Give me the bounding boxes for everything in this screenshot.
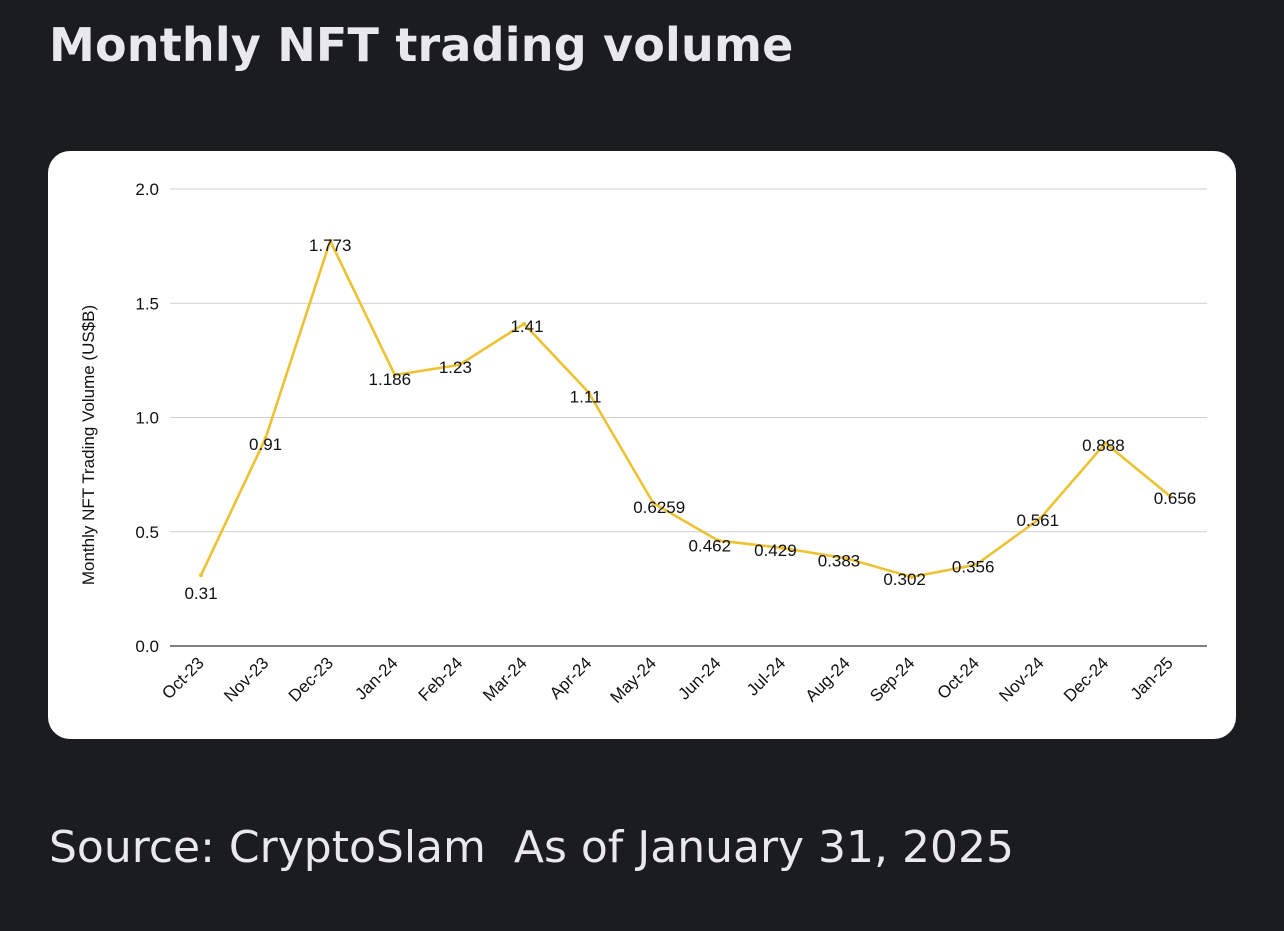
chart-card: 0.0 0.5 1.0 1.5 2.0 Oct-23 Nov-23 Dec-23 Jan-24… — [48, 151, 1236, 739]
data-point — [328, 238, 333, 243]
x-tick-label: Nov-24 — [995, 653, 1047, 705]
page-title: Monthly NFT trading volume — [49, 18, 794, 72]
data-point — [974, 562, 979, 567]
source-note: Source: CryptoSlam As of January 31, 202… — [49, 822, 1014, 873]
series-line — [199, 239, 1172, 579]
data-point — [845, 556, 849, 561]
data-label: 0.561 — [1017, 511, 1060, 530]
x-tick-label: Feb-24 — [415, 653, 467, 705]
y-tick-label: 1.0 — [135, 409, 159, 428]
data-point — [780, 545, 785, 550]
data-label: 1.773 — [309, 236, 352, 255]
x-tick-label: Dec-24 — [1060, 653, 1112, 705]
data-label: 0.6259 — [633, 498, 685, 517]
as-of-date: As of January 31, 2025 — [513, 822, 1014, 873]
data-point — [1103, 441, 1108, 446]
source-text: Source: CryptoSlam — [49, 822, 486, 873]
x-tick-label: Jan-24 — [351, 653, 401, 703]
x-tick-label: Jul-24 — [743, 653, 789, 699]
data-point — [651, 500, 656, 505]
data-label: 1.186 — [369, 370, 412, 389]
grid-lines — [170, 188, 1207, 647]
data-point — [1168, 494, 1172, 499]
data-point — [263, 436, 268, 441]
y-tick-label: 0.0 — [135, 637, 159, 656]
y-axis-title: Monthly NFT Trading Volume (US$B) — [79, 305, 98, 585]
y-tick-label: 2.0 — [135, 180, 159, 199]
x-tick-label: Mar-24 — [479, 653, 531, 705]
data-label: 0.429 — [754, 541, 797, 560]
data-point — [1038, 515, 1043, 520]
x-tick-label: Aug-24 — [802, 653, 854, 705]
data-point — [392, 372, 397, 377]
data-label: 0.31 — [184, 584, 217, 603]
data-label: 1.23 — [439, 358, 472, 377]
data-label: 1.41 — [510, 317, 543, 336]
x-tick-label: Dec-23 — [285, 653, 337, 705]
data-label: 0.888 — [1082, 436, 1125, 455]
data-point — [586, 390, 591, 395]
x-axis-ticks: Oct-23 Nov-23 Dec-23 Jan-24 Feb-24 Mar-24 Apr-… — [158, 653, 1177, 707]
data-labels: 0.31 0.91 1.773 1.186 1.23 1.41 1.11 0.62590.46… — [184, 236, 1196, 603]
x-tick-label: Oct-23 — [158, 653, 208, 703]
data-label: 0.302 — [883, 570, 926, 589]
x-tick-label: May-24 — [607, 653, 661, 707]
x-tick-label: Apr-24 — [546, 653, 596, 703]
series-volume — [199, 238, 1172, 579]
data-point — [199, 573, 203, 578]
data-label: 0.356 — [952, 558, 995, 577]
x-tick-label: Nov-23 — [220, 653, 272, 705]
line-chart: 0.0 0.5 1.0 1.5 2.0 Oct-23 Nov-23 Dec-23 Jan-24… — [79, 180, 1207, 707]
data-point — [715, 538, 720, 543]
x-tick-label: Jan-25 — [1127, 653, 1177, 703]
y-tick-label: 1.5 — [135, 294, 159, 313]
y-axis-ticks: 0.0 0.5 1.0 1.5 2.0 — [135, 180, 159, 656]
data-label: 0.462 — [689, 536, 732, 555]
data-label: 0.656 — [1154, 489, 1197, 508]
data-label: 0.383 — [818, 551, 861, 570]
data-point — [457, 362, 462, 367]
data-point — [522, 321, 526, 326]
x-tick-label: Sep-24 — [866, 653, 918, 705]
data-label: 0.91 — [249, 435, 282, 454]
y-tick-label: 0.5 — [135, 523, 159, 542]
x-tick-label: Jun-24 — [674, 653, 724, 703]
x-tick-label: Oct-24 — [934, 653, 984, 703]
data-point — [909, 574, 914, 579]
data-label: 1.11 — [570, 387, 602, 406]
